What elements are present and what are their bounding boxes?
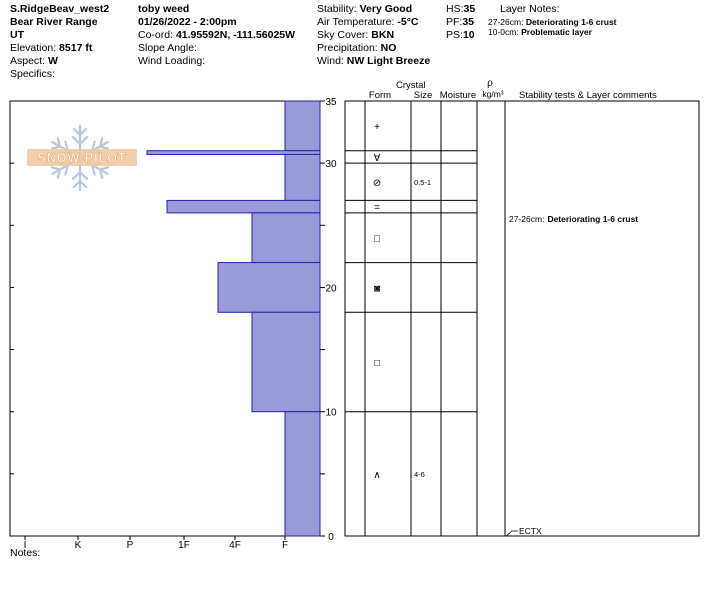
obs-datetime: 01/26/2022 - 2:00pm [138, 16, 237, 28]
hardness-axis: I K P 1F 4F F [24, 536, 288, 551]
depth-tick-label: 30 [325, 159, 337, 170]
layer-table [344, 100, 700, 537]
layer-form-symbol: □ [374, 234, 380, 245]
hardness-tick-label: F [282, 540, 288, 551]
observer-name: toby weed [138, 3, 190, 15]
hardness-bar [251, 212, 321, 264]
depth-tick-label: 35 [325, 97, 337, 108]
site-info: S.RidgeBeav_west2 Bear River Range UT El… [10, 3, 109, 81]
range-name: Bear River Range [10, 16, 98, 28]
wind-value: NW Light Breeze [346, 55, 431, 67]
stability-comment-depth: 27-26cm: [509, 214, 544, 224]
layer-form-symbol: ∀ [374, 153, 381, 164]
stability-label: Stability: [317, 3, 357, 15]
layer-form-symbol: ∧ [373, 470, 380, 481]
logo-text: SNOW PILOT [37, 151, 126, 165]
elevation-label: Elevation: [10, 42, 57, 54]
observer-info: toby weed 01/26/2022 - 2:00pm Co-ord: 41… [138, 3, 295, 68]
hardness-bar [284, 153, 321, 201]
crystal-header: Crystal [396, 80, 426, 91]
layer-notes-title: Layer Notes: [500, 3, 560, 15]
test-marker-line [505, 530, 518, 537]
ps-value: 10 [462, 29, 475, 41]
hardness-tick-label: P [127, 540, 134, 551]
wind-loading-label: Wind Loading: [138, 55, 206, 67]
stability-header: Stability tests & Layer comments [519, 90, 657, 101]
weather-info: Stability: Very Good Air Temperature: -5… [317, 3, 430, 68]
sky-label: Sky Cover: [317, 29, 369, 41]
hardness-bar [284, 100, 321, 152]
layer-notes-list: 27-26cm: Deteriorating 1-6 crust 10-0cm:… [488, 17, 617, 37]
wind-label: Wind: [317, 55, 344, 67]
hardness-bar [146, 150, 321, 155]
snowpilot-logo: SNOW PILOT [27, 149, 137, 166]
hardness-tick-label: I [24, 540, 27, 551]
depth-axis: 0 10 20 30 35 [10, 97, 337, 543]
depth-tick-label: 0 [328, 532, 334, 543]
pf-value: 35 [462, 16, 475, 28]
size-header: Size [414, 90, 432, 101]
coord-value: 41.95592N, -111.56025W [175, 29, 296, 41]
hardness-tick-label: 1F [178, 540, 190, 551]
layer-note-item: 27-26cm: Deteriorating 1-6 crust [488, 17, 617, 27]
state: UT [10, 29, 24, 41]
air-temp-value: -5°C [397, 16, 419, 28]
stability-comment: 27-26cm: Deteriorating 1-6 crust [509, 214, 638, 224]
depth-info: HS:35 PF:35 PS:10 [446, 3, 475, 42]
hardness-tick-label: 4F [229, 540, 241, 551]
depth-tick-label: 10 [325, 408, 337, 419]
layer-form-symbol: ◙ [374, 283, 380, 294]
layer-table-frame [344, 100, 700, 537]
form-header: Form [369, 90, 391, 101]
layer-rows: + ∀ ⊘ 0.5-1 = □ ◙ □ ∧ 4-6 [345, 122, 477, 481]
layer-form-symbol: = [374, 203, 380, 214]
elevation-value: 8517 ft [59, 42, 93, 54]
density-unit: kg/m³ [482, 89, 503, 99]
hardness-bar [284, 411, 321, 537]
hardness-bar [166, 199, 321, 214]
pit-title: S.RidgeBeav_west2 [10, 3, 110, 15]
hs-value: 35 [463, 3, 476, 15]
layer-form-symbol: ⊘ [373, 178, 381, 189]
aspect-label: Aspect: [10, 55, 46, 67]
hardness-bars [146, 100, 321, 537]
slope-label: Slope Angle: [138, 42, 197, 54]
specifics-label: Specifics: [10, 68, 55, 80]
layer-form-symbol: + [374, 122, 380, 133]
test-result: ECTX [519, 526, 542, 536]
density-symbol: ρ [487, 78, 493, 89]
layer-form-symbol: □ [374, 358, 380, 369]
ps-label: PS: [446, 29, 463, 41]
sky-value: BKN [371, 29, 395, 41]
stability-value: Very Good [359, 3, 413, 15]
hs-label: HS: [446, 3, 464, 15]
hardness-tick-label: K [75, 540, 82, 551]
layer-notes: Layer Notes: [500, 3, 560, 16]
depth-tick-label: 20 [325, 283, 337, 294]
moisture-header: Moisture [440, 90, 476, 101]
stability-comment-text: Deteriorating 1-6 crust [547, 214, 638, 224]
layer-size: 0.5-1 [414, 178, 431, 187]
precip-label: Precipitation: [317, 42, 378, 54]
air-temp-label: Air Temperature: [317, 16, 395, 28]
notes-label: Notes: [10, 547, 40, 559]
hardness-bar [217, 262, 321, 313]
layer-size: 4-6 [414, 470, 425, 479]
pf-label: PF: [446, 16, 463, 28]
precip-value: NO [380, 42, 397, 54]
aspect-value: W [47, 55, 58, 67]
coord-label: Co-ord: [138, 29, 174, 41]
layer-note-item: 10-0cm: Problematic layer [488, 27, 592, 37]
hardness-bar [251, 311, 321, 413]
